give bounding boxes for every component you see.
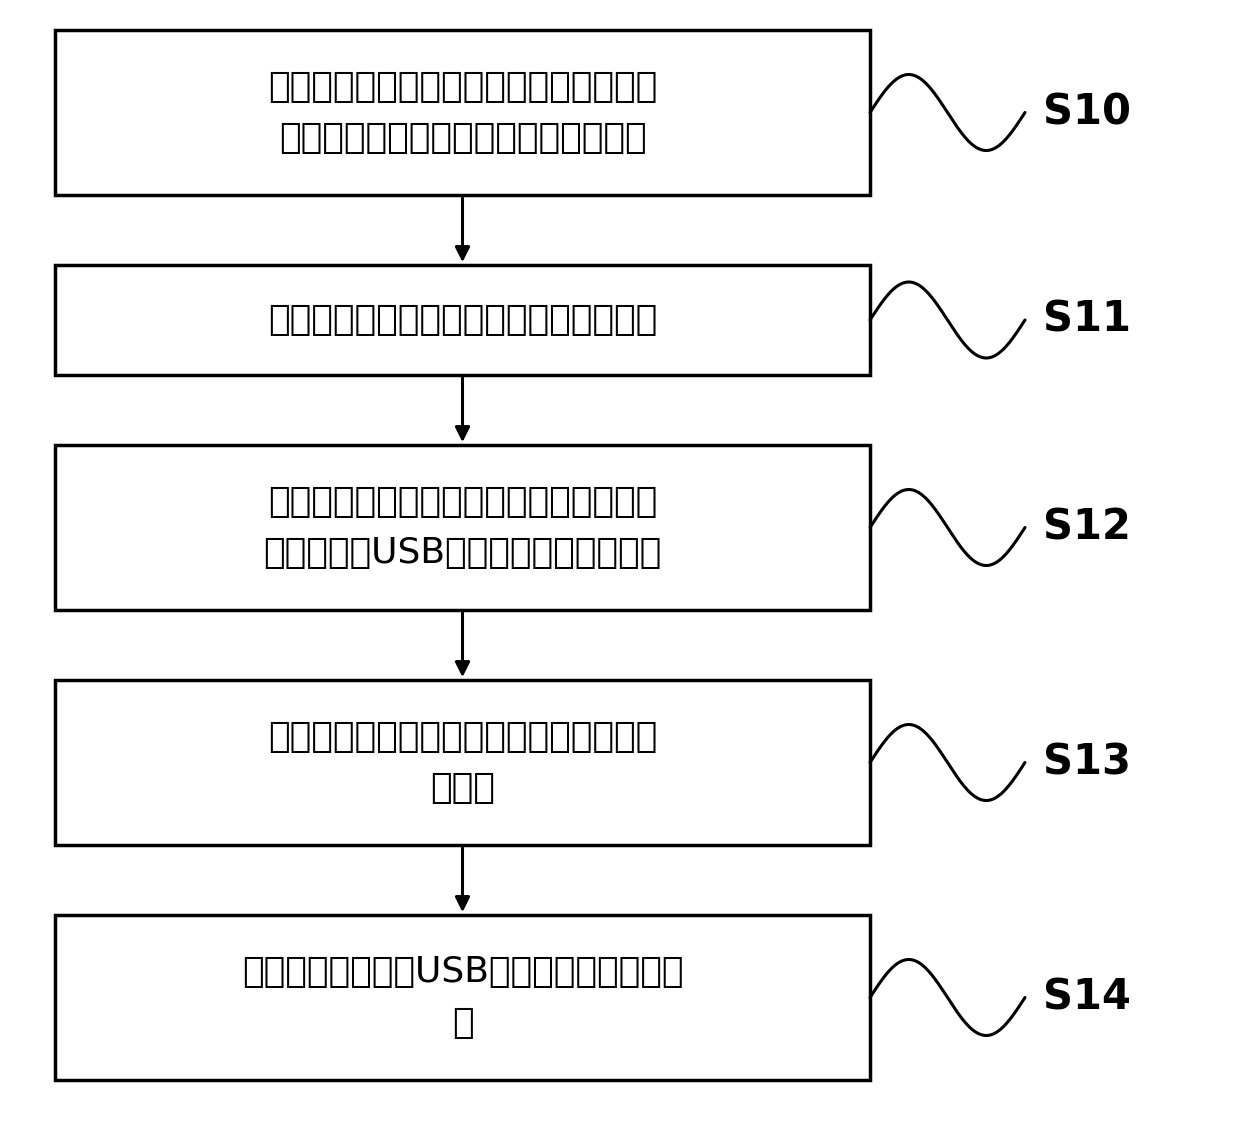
Text: S10: S10 xyxy=(1043,91,1131,133)
Bar xyxy=(55,30,870,195)
Text: 根据预设的验证规则验证所述开关指令的
合法性: 根据预设的验证规则验证所述开关指令的 合法性 xyxy=(268,720,657,805)
Bar xyxy=(55,679,870,845)
Text: S13: S13 xyxy=(1043,741,1131,783)
Text: S12: S12 xyxy=(1043,506,1131,548)
Text: 根据指令参数控制USB调试模式的开启和关
闭: 根据指令参数控制USB调试模式的开启和关 闭 xyxy=(242,955,683,1040)
Text: S11: S11 xyxy=(1043,299,1131,341)
Text: 服务器发送所述开关指令至所述目标设备: 服务器发送所述开关指令至所述目标设备 xyxy=(268,303,657,337)
Bar xyxy=(55,915,870,1080)
Text: 通过云平台对所述目标设备配置所述开关
指令，并将开关指令发送至所述服务器: 通过云平台对所述目标设备配置所述开关 指令，并将开关指令发送至所述服务器 xyxy=(268,71,657,155)
Text: 目标设备接收所述服务器发出的所述开关
指令，所述USB调试模式处于隐藏状态: 目标设备接收所述服务器发出的所述开关 指令，所述USB调试模式处于隐藏状态 xyxy=(263,486,662,570)
Text: S14: S14 xyxy=(1043,977,1131,1018)
Bar xyxy=(55,264,870,375)
Bar xyxy=(55,445,870,610)
